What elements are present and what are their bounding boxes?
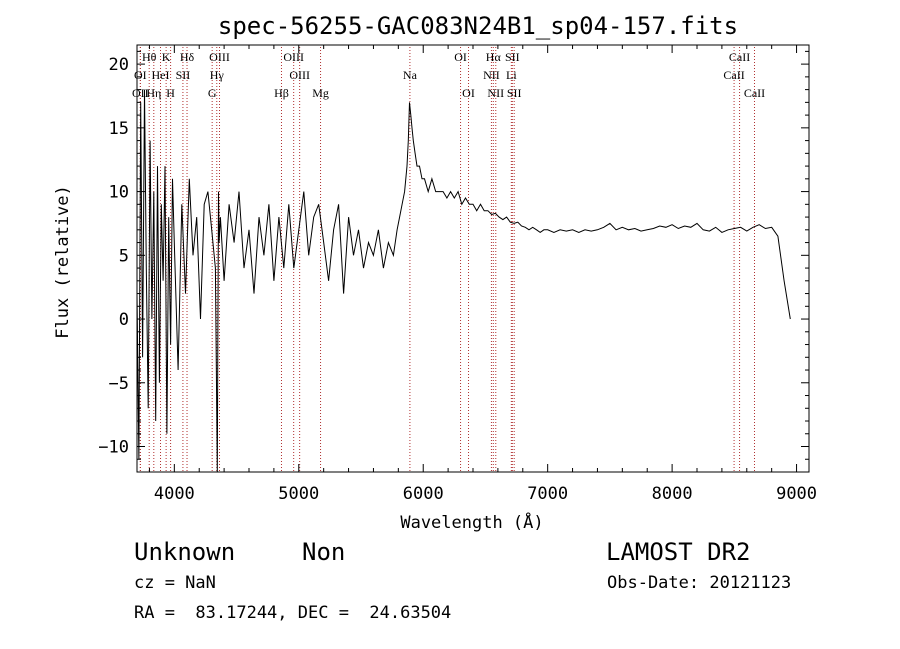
line-marker-label: OIII — [283, 50, 304, 64]
x-tick-label: 6000 — [403, 484, 444, 504]
line-marker-label: SII — [507, 86, 522, 100]
line-marker-label: OI — [462, 86, 475, 100]
line-marker-label: Hα — [486, 50, 502, 64]
line-marker-label: OI — [454, 50, 467, 64]
line-marker-label: Hβ — [274, 86, 289, 100]
y-tick-label: −5 — [109, 374, 129, 394]
line-marker-label: Na — [403, 68, 418, 82]
line-marker-label: NII — [483, 68, 500, 82]
line-marker-label: OI — [134, 68, 147, 82]
y-tick-label: 15 — [109, 119, 129, 139]
y-axis-ticks: −10 −5 0 5 10 15 20 — [98, 50, 809, 460]
line-marker-label: Li — [506, 68, 517, 82]
y-axis-label: Flux (relative) — [53, 185, 73, 339]
line-marker-label: SII — [505, 50, 520, 64]
line-marker-label: NII — [487, 86, 504, 100]
line-marker-label: H — [166, 86, 175, 100]
spectrum-line — [136, 89, 791, 473]
x-tick-label: 9000 — [776, 484, 817, 504]
observation-date: Obs-Date: 20121123 — [607, 573, 792, 593]
line-marker-label: CaII — [729, 50, 750, 64]
line-marker-label: K — [162, 50, 171, 64]
object-subclass: Non — [302, 538, 346, 566]
line-marker-label: Hγ — [210, 68, 225, 82]
survey-name: LAMOST DR2 — [606, 538, 751, 566]
line-marker-label: CaII — [744, 86, 765, 100]
line-marker-label: Hη — [146, 86, 161, 100]
line-marker-label: HeI — [152, 68, 170, 82]
line-marker-label: Mg — [312, 86, 329, 100]
spectrum-chart: spec-56255-GAC083N24B1_sp04-157.fits Wav… — [53, 12, 817, 533]
line-marker-label: G — [208, 86, 217, 100]
y-tick-label: −10 — [98, 438, 129, 458]
x-tick-label: 5000 — [278, 484, 319, 504]
y-tick-label: 20 — [109, 55, 129, 75]
object-class: Unknown — [134, 538, 236, 566]
plot-frame — [136, 44, 810, 473]
line-markers — [139, 47, 755, 472]
y-tick-label: 10 — [109, 183, 129, 203]
chart-title: spec-56255-GAC083N24B1_sp04-157.fits — [218, 12, 738, 40]
line-marker-label: OIII — [289, 68, 310, 82]
line-marker-label: Hθ — [142, 50, 157, 64]
line-marker-label: SII — [176, 68, 191, 82]
coordinates: RA = 83.17244, DEC = 24.63504 — [134, 603, 452, 623]
line-marker-label: OIII — [209, 50, 230, 64]
x-tick-label: 4000 — [154, 484, 195, 504]
x-axis-ticks: 4000 5000 6000 7000 8000 9000 — [148, 45, 817, 504]
x-tick-label: 8000 — [652, 484, 693, 504]
y-tick-label: 0 — [119, 310, 129, 330]
x-axis-label: Wavelength (Å) — [400, 511, 543, 533]
x-tick-label: 7000 — [527, 484, 568, 504]
line-marker-label: CaII — [723, 68, 744, 82]
y-tick-label: 5 — [119, 246, 129, 266]
line-marker-label: Hδ — [180, 50, 195, 64]
redshift-cz: cz = NaN — [134, 573, 216, 593]
